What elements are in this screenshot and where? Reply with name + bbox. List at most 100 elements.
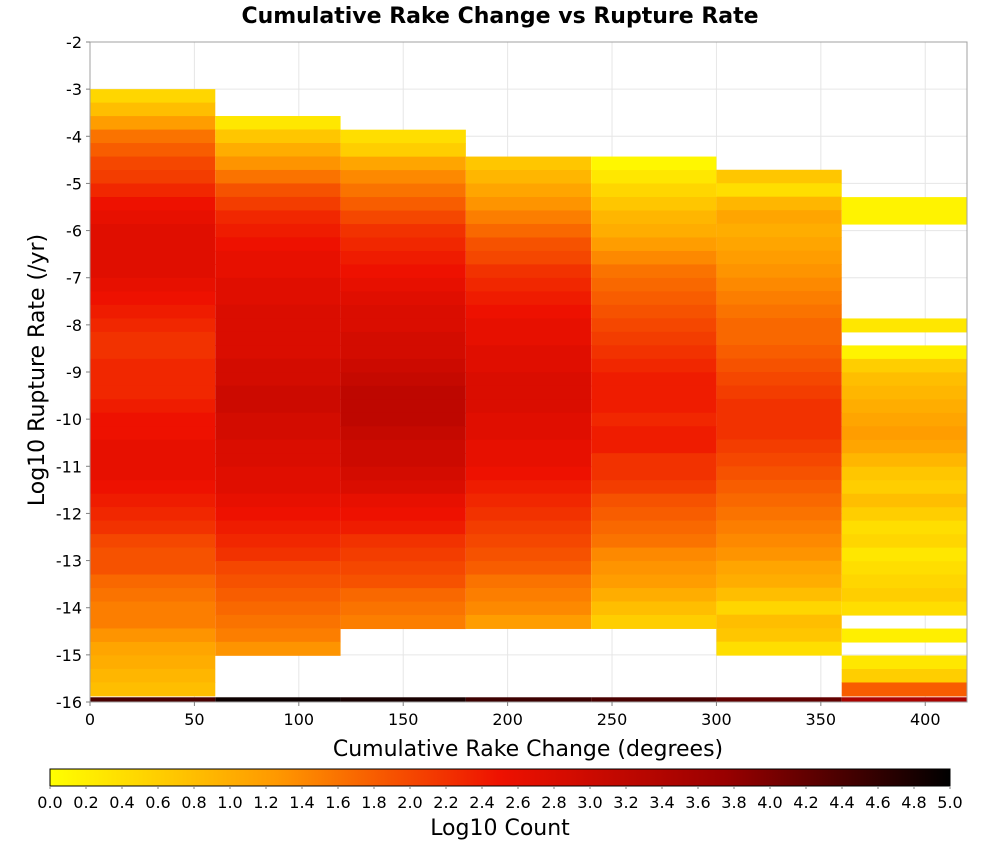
y-tick-label: -12 — [56, 504, 82, 523]
heatmap-cell — [340, 156, 466, 171]
heatmap-cell — [465, 426, 592, 441]
heatmap-cell — [340, 412, 466, 427]
heatmap-cell — [465, 493, 592, 508]
heatmap-cell — [465, 588, 592, 602]
heatmap-cell — [841, 439, 967, 454]
heatmap-cell — [215, 142, 341, 157]
heatmap-cell — [591, 170, 717, 185]
heatmap-cell — [90, 561, 216, 576]
heatmap-cell — [591, 304, 717, 319]
heatmap-cell — [90, 668, 216, 683]
colorbar-tick-label: 2.6 — [505, 793, 530, 812]
heatmap-cell-bottom — [465, 697, 592, 702]
heatmap-cell — [841, 534, 967, 549]
heatmap-cell — [340, 480, 466, 495]
heatmap-cell-bottom — [90, 697, 216, 702]
heatmap-cell — [591, 588, 717, 602]
heatmap-cell — [465, 412, 592, 427]
heatmap-cell — [591, 399, 717, 414]
heatmap-cell — [340, 615, 466, 630]
heatmap-cell — [465, 372, 592, 387]
heatmap-cell — [340, 588, 466, 603]
heatmap-cell — [841, 426, 967, 441]
colorbar-tick-label: 1.8 — [361, 793, 386, 812]
heatmap-cell — [340, 561, 466, 576]
heatmap-cell — [90, 507, 216, 522]
heatmap-cell — [90, 439, 216, 454]
heatmap-cell — [90, 143, 216, 158]
heatmap-cell — [465, 250, 592, 265]
heatmap-cell — [465, 399, 592, 414]
heatmap-cell — [591, 223, 717, 238]
heatmap-cell — [90, 493, 216, 508]
y-tick-label: -5 — [66, 174, 82, 193]
heatmap-cell — [465, 507, 592, 522]
heatmap-cell — [716, 210, 842, 225]
heatmap-cell — [465, 358, 592, 373]
heatmap-cell — [340, 574, 466, 589]
heatmap-cell — [841, 493, 967, 508]
heatmap-cell — [90, 102, 216, 117]
heatmap-cell — [215, 210, 341, 225]
colorbar-tick-label: 3.0 — [577, 793, 602, 812]
heatmap-cell — [90, 304, 216, 319]
heatmap-cell — [215, 574, 341, 589]
colorbar-tick-label: 4.4 — [829, 793, 854, 812]
heatmap-cell — [340, 143, 466, 158]
y-tick-label: -13 — [56, 552, 82, 571]
heatmap-cell — [591, 210, 717, 225]
heatmap-cell — [215, 156, 341, 171]
colorbar-tick-label: 0.0 — [37, 793, 62, 812]
heatmap-cell — [90, 466, 216, 481]
heatmap-cell — [90, 682, 216, 697]
y-tick-label: -11 — [56, 457, 82, 476]
heatmap-cell — [591, 614, 717, 629]
heatmap-cell — [465, 453, 592, 468]
heatmap-cell — [340, 426, 466, 441]
heatmap-cell — [716, 628, 842, 643]
heatmap-cell — [716, 452, 842, 467]
heatmap-cell — [716, 196, 842, 211]
heatmap-cell — [716, 291, 842, 306]
heatmap-cell — [465, 439, 592, 454]
heatmap-cell — [716, 641, 842, 656]
heatmap-cell — [340, 318, 466, 333]
heatmap-cell — [215, 264, 341, 279]
heatmap-cell — [215, 385, 341, 400]
heatmap-cell — [841, 574, 967, 589]
y-tick-label: -8 — [66, 316, 82, 335]
heatmap-cell — [90, 426, 216, 441]
heatmap-cell — [465, 331, 592, 346]
heatmap-cell — [716, 587, 842, 602]
heatmap-cell — [215, 291, 341, 306]
y-axis-ticks: -2 -3 -4 -5 -6 -7 -8 -9 -10 -11 -12 -13 -14 -15 -16 — [56, 33, 90, 712]
heatmap-cell — [465, 210, 592, 225]
colorbar-tick-label: 1.0 — [217, 793, 242, 812]
chart-title: Cumulative Rake Change vs Rupture Rate — [241, 4, 758, 29]
heatmap-cell — [591, 197, 717, 211]
heatmap-cell — [215, 116, 341, 130]
heatmap-cell — [716, 614, 842, 629]
heatmap-cell — [215, 641, 341, 656]
y-tick-label: -6 — [66, 222, 82, 241]
heatmap-cell — [591, 385, 717, 400]
heatmap-cell — [90, 385, 216, 400]
heatmap-cell — [90, 601, 216, 616]
heatmap-cell — [591, 520, 717, 535]
heatmap-cell — [215, 183, 341, 198]
heatmap-cell — [215, 372, 341, 387]
heatmap-cell — [465, 614, 592, 629]
heatmap-cell — [90, 480, 216, 495]
heatmap-cell — [591, 426, 717, 441]
heatmap-cell — [90, 520, 216, 535]
heatmap-cell — [716, 264, 842, 279]
colorbar-tick-label: 0.2 — [73, 793, 98, 812]
heatmap-cell — [716, 493, 842, 508]
heatmap-cell — [340, 534, 466, 549]
x-tick-label: 250 — [597, 710, 628, 729]
heatmap-cell — [716, 223, 842, 238]
y-tick-label: -10 — [56, 410, 82, 429]
heatmap-cell-bottom — [841, 697, 967, 702]
heatmap-cell — [841, 682, 967, 697]
